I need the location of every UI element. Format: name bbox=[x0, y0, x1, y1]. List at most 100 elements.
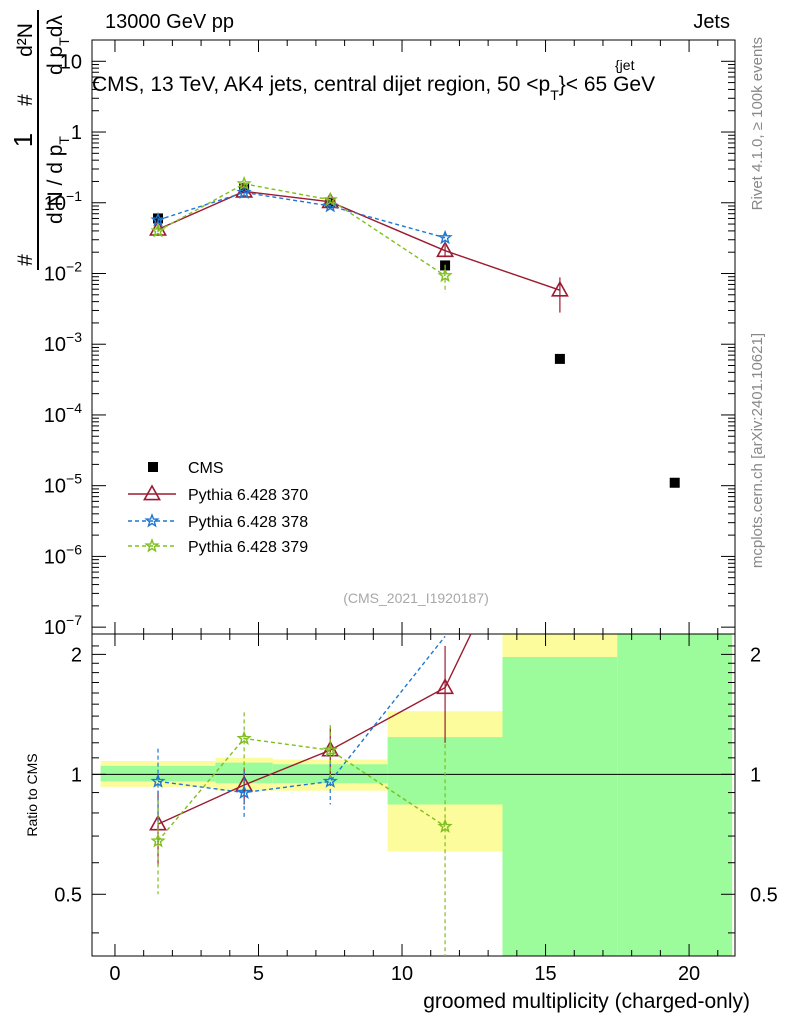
legend-p378-label: Pythia 6.428 378 bbox=[188, 514, 308, 531]
cms-point bbox=[669, 477, 680, 488]
y-tick-base: 10 bbox=[44, 476, 66, 498]
p378-ratio-point bbox=[322, 773, 338, 788]
y-tick-exp: −3 bbox=[66, 329, 82, 345]
y-tick-label: 10−6 bbox=[44, 541, 82, 568]
y-tick-base: 10 bbox=[44, 546, 66, 568]
axes-frames bbox=[91, 39, 736, 957]
p378-point bbox=[322, 197, 338, 213]
p379-ratio-line bbox=[157, 737, 446, 842]
ratio-y-tick-label-right: 2 bbox=[750, 644, 761, 666]
y-tick-label: 10 bbox=[60, 51, 82, 73]
y-tick-label: 10−2 bbox=[44, 258, 82, 285]
p370-line bbox=[157, 190, 561, 291]
axis-ticks: 0 5 10 15 2010−710−610−510−410−310−210−11100… bbox=[44, 39, 778, 985]
x-tick-label: 10 bbox=[391, 963, 413, 985]
y-tick-base: 10 bbox=[44, 405, 66, 427]
legend-p379-marker bbox=[144, 538, 160, 553]
p379-point bbox=[437, 267, 453, 283]
p378-point bbox=[437, 229, 453, 245]
ratio-y-tick-label-right: 0.5 bbox=[750, 884, 778, 906]
p370-point bbox=[149, 219, 167, 236]
p379-ratio-point bbox=[236, 730, 252, 746]
x-axis-label: groomed multiplicity (charged-only) bbox=[423, 990, 750, 1013]
p370-point bbox=[436, 241, 455, 258]
y-tick-base: 10 bbox=[44, 617, 66, 639]
legend-cms-label: CMS bbox=[188, 460, 224, 477]
p378-point bbox=[150, 212, 166, 227]
ylabel-den2-text: d p bbox=[44, 46, 67, 75]
jets-label: Jets bbox=[693, 11, 730, 33]
legend: CMS Pythia 6.428 370 Pythia 6.428 378 Pythi… bbox=[128, 460, 308, 556]
y-tick-exp: −6 bbox=[66, 541, 82, 557]
p378-line bbox=[157, 191, 446, 239]
plot-title-sup: {jet bbox=[615, 57, 635, 73]
ylabel-den2-sub: T bbox=[56, 37, 72, 46]
ylabel-den1-text: d N / d p bbox=[44, 145, 67, 224]
legend-p370-marker bbox=[143, 484, 161, 501]
y-tick-exp: −7 bbox=[66, 612, 82, 628]
p378-ratio-line bbox=[157, 635, 446, 794]
y-tick-exp: −4 bbox=[66, 400, 82, 416]
ratio-ylabel: Ratio to CMS bbox=[24, 753, 40, 836]
p378-ratio-point bbox=[150, 773, 166, 788]
p379-ratio-point bbox=[322, 742, 338, 757]
p370-ratio-point bbox=[235, 775, 254, 792]
p379-point bbox=[322, 191, 338, 207]
y-tick-label: 10−5 bbox=[44, 471, 82, 498]
legend-cms-marker bbox=[148, 462, 158, 472]
legend-p370-label: Pythia 6.428 370 bbox=[188, 487, 308, 504]
y-tick-exp: −2 bbox=[66, 258, 82, 274]
ylabel-num1: 1 bbox=[8, 133, 38, 147]
x-tick-label: 5 bbox=[253, 963, 264, 985]
beam-label: 13000 GeV pp bbox=[105, 11, 234, 33]
plot-title-end: }< 65 GeV bbox=[559, 73, 655, 96]
ylabel-hash2: # bbox=[14, 94, 37, 106]
ylabel-den2-end: dλ bbox=[44, 15, 67, 38]
y-tick-base: 10 bbox=[44, 334, 66, 356]
p378-ratio-point bbox=[236, 784, 252, 799]
ratio-y-tick-label-right: 1 bbox=[750, 764, 761, 786]
ylabel-den1-sub: T bbox=[56, 136, 72, 145]
p379-ratio-point bbox=[150, 833, 166, 848]
plot-title-main: CMS, 13 TeV, AK4 jets, central dijet reg… bbox=[92, 73, 550, 96]
p378-point bbox=[236, 184, 252, 199]
ylabel-den1: d N / d pT bbox=[44, 136, 72, 224]
legend-p378-marker bbox=[144, 513, 160, 528]
y-tick-label: 10−3 bbox=[44, 329, 82, 356]
plot-title: CMS, 13 TeV, AK4 jets, central dijet reg… bbox=[92, 73, 655, 103]
y-tick-label: 1 bbox=[71, 122, 82, 144]
mcplots-label: mcplots.cern.ch [arXiv:2401.10621] bbox=[749, 333, 766, 568]
rivet-label: Rivet 4.1.0, ≥ 100k events bbox=[749, 37, 766, 210]
ratio-plot-frame bbox=[91, 633, 736, 957]
y-tick-label: 10−4 bbox=[44, 400, 82, 427]
ylabel-den2: d pTdλ bbox=[44, 15, 72, 75]
p370-ratio-point bbox=[436, 678, 455, 695]
x-tick-label: 15 bbox=[534, 963, 556, 985]
legend-p379-label: Pythia 6.428 379 bbox=[188, 539, 308, 556]
y-tick-base: 10 bbox=[44, 193, 66, 215]
analysis-id: (CMS_2021_I1920187) bbox=[343, 590, 489, 606]
p379-ratio-point bbox=[437, 818, 453, 833]
band-green-4 bbox=[502, 656, 618, 956]
plot-title-sub: T bbox=[550, 87, 559, 103]
y-tick-label: 10−7 bbox=[44, 612, 82, 639]
x-tick-label: 0 bbox=[109, 963, 120, 985]
ratio-y-tick-label: 0.5 bbox=[54, 884, 82, 906]
cms-point bbox=[554, 353, 565, 364]
y-tick-exp: −5 bbox=[66, 471, 82, 487]
ratio-y-tick-label: 2 bbox=[71, 644, 82, 666]
ratio-series bbox=[149, 633, 472, 956]
ratio-uncertainty-bands bbox=[100, 634, 733, 956]
p379-point bbox=[236, 175, 252, 191]
band-green-5 bbox=[617, 634, 733, 956]
y-tick-exp: −1 bbox=[66, 188, 82, 204]
ratio-y-tick-label: 1 bbox=[71, 764, 82, 786]
ylabel-num2: d²N bbox=[14, 23, 37, 57]
y-tick-label: 10−1 bbox=[44, 188, 82, 215]
p370-point bbox=[550, 280, 569, 297]
x-tick-label: 20 bbox=[678, 963, 700, 985]
main-series bbox=[149, 175, 680, 488]
ylabel-hash1: # bbox=[14, 254, 37, 266]
main-ylabel: 1 d N / d pT # # d²N d pTdλ bbox=[8, 10, 72, 270]
